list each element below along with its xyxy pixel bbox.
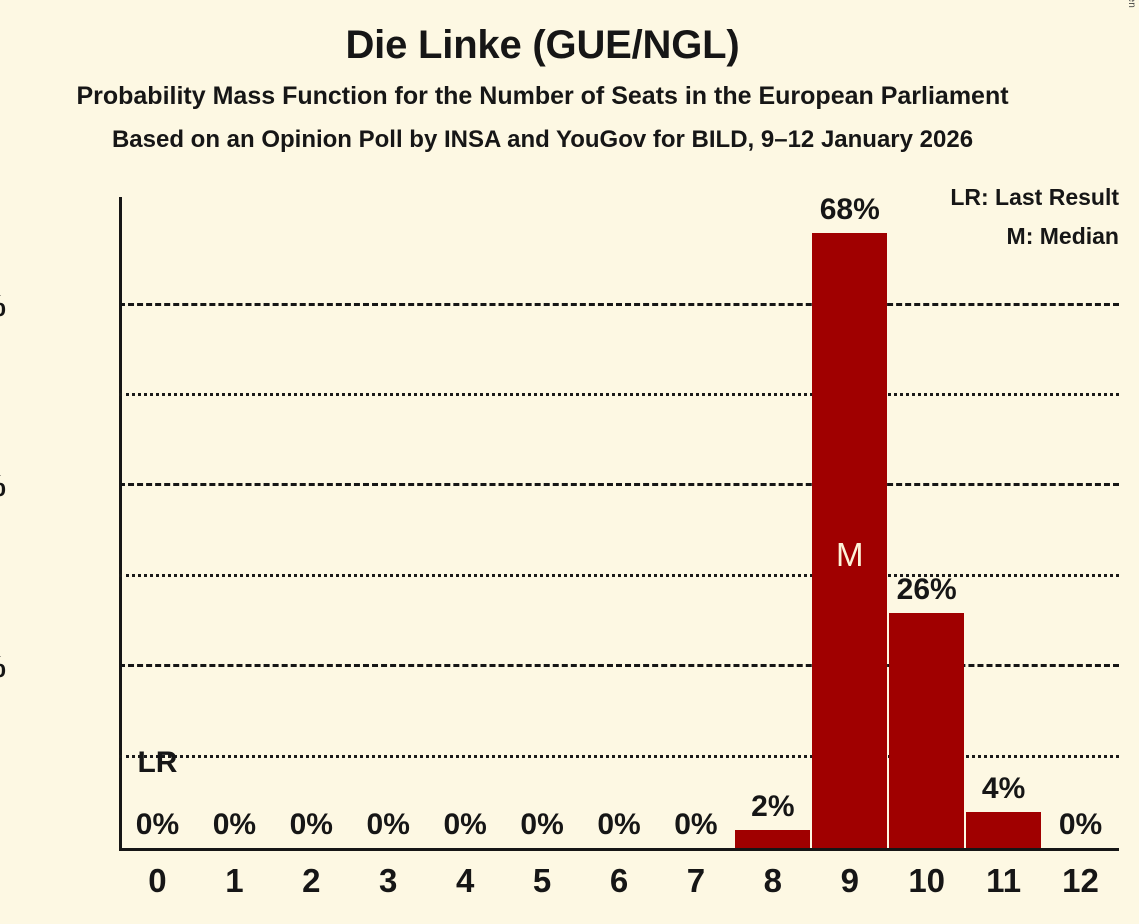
bar-value-label: 0% [135,808,180,841]
bar-value-label: 0% [674,808,718,841]
legend: LR: Last Result M: Median [950,186,1119,248]
x-axis-tick-label: 11 [986,862,1022,899]
bar-value-label: 0% [289,808,333,841]
chart-subtitle: Probability Mass Function for the Number… [76,82,1009,110]
y-axis-tick-label: 60% [0,288,6,324]
y-axis-tick-label: 40% [0,468,6,504]
x-axis-tick-label: 8 [763,862,783,899]
bar-value-label: 26% [896,572,957,606]
x-axis-tick-label: 9 [840,862,859,899]
bar-value-label: 0% [597,808,641,841]
gridline-major [119,483,1119,487]
gridline-minor [119,573,1119,577]
x-axis-tick-label: 12 [1062,862,1099,899]
y-axis-line [119,197,122,848]
copyright-notice: © 2026 Filip van Laenen [1126,0,1137,8]
x-axis-tick-label: 1 [225,862,244,899]
gridline-minor [119,754,1119,758]
x-axis-tick-label: 7 [686,862,706,899]
x-axis-tick-label: 10 [908,862,946,899]
legend-item-median: M: Median [1006,223,1119,249]
bar-value-label: 0% [443,808,487,841]
x-axis-tick-label: 5 [532,862,552,899]
x-axis-tick-label: 6 [609,862,629,899]
x-axis-tick-label: 0 [148,862,167,899]
last-result-marker: LR [137,745,178,779]
median-marker: M [836,535,864,573]
bar-value-label: 2% [751,789,795,823]
bar-value-label: 0% [366,808,410,841]
bar [735,829,811,848]
y-axis-tick-label: 20% [0,649,6,685]
x-axis-tick-label: 3 [379,862,398,899]
x-axis-tick-label: 4 [455,862,475,899]
bar-value-label: 0% [1058,808,1103,841]
chart-source-line: Based on an Opinion Poll by INSA and You… [111,126,974,154]
x-axis-line [119,848,1119,851]
bar-value-label: 0% [212,808,257,841]
bar-value-label: 0% [520,808,564,841]
gridline-major [119,664,1119,668]
bar [966,811,1042,848]
gridline-major [119,302,1119,306]
chart-title: Die Linke (GUE/NGL) [345,23,740,67]
x-axis-tick-label: 2 [302,862,321,899]
bar-value-label: 68% [819,193,880,227]
legend-item-last-result: LR: Last Result [950,184,1119,210]
bar: M [812,233,888,848]
bar-value-label: 4% [981,771,1026,805]
gridline-minor [119,392,1119,396]
bar [889,612,965,848]
title-block: Die Linke (GUE/NGL) Probability Mass Fun… [0,0,1085,152]
plot-area: M [119,197,1119,851]
